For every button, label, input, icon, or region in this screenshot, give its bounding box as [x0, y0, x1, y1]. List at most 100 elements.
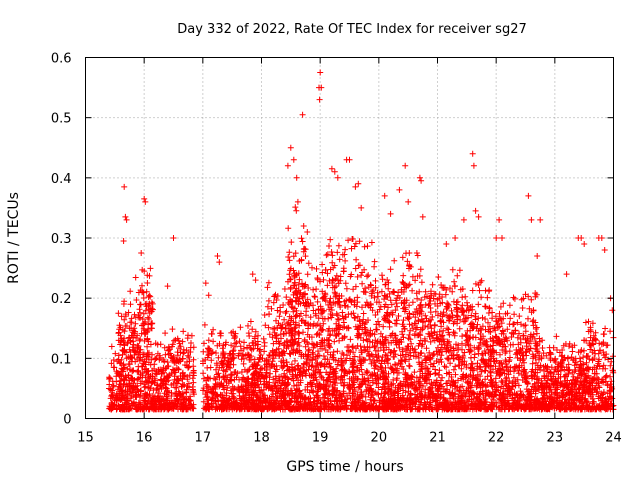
data-point	[204, 374, 211, 381]
data-point	[115, 310, 122, 317]
data-point	[334, 312, 341, 319]
data-point	[177, 392, 184, 399]
data-point	[129, 402, 136, 409]
data-point	[180, 405, 187, 412]
data-point	[163, 378, 170, 385]
data-point	[189, 404, 196, 411]
data-point	[285, 254, 292, 260]
data-point	[200, 385, 207, 392]
data-point	[172, 403, 179, 410]
data-point	[132, 383, 139, 390]
data-point	[155, 390, 162, 396]
data-point	[185, 364, 191, 371]
data-point	[333, 272, 340, 279]
data-point	[212, 398, 219, 405]
data-point	[190, 356, 197, 363]
data-point	[130, 338, 137, 345]
data-point	[292, 204, 299, 211]
data-point	[218, 364, 225, 371]
data-point	[134, 368, 141, 375]
data-point	[333, 310, 340, 317]
data-point	[468, 360, 475, 367]
data-point	[121, 341, 128, 348]
data-point	[141, 394, 148, 401]
data-point	[177, 343, 184, 350]
data-point	[478, 277, 485, 284]
data-point	[110, 383, 116, 390]
data-point	[150, 387, 157, 394]
data-point	[261, 312, 268, 318]
data-point	[459, 333, 466, 340]
data-point	[336, 256, 343, 263]
data-point	[456, 325, 463, 332]
data-point	[265, 279, 272, 286]
data-point	[393, 300, 400, 307]
data-point	[133, 335, 140, 341]
data-point	[200, 398, 207, 405]
data-point	[127, 349, 134, 355]
data-point	[214, 362, 221, 369]
data-point	[429, 281, 436, 288]
data-point	[391, 257, 398, 264]
data-point	[146, 385, 153, 392]
data-point	[347, 336, 354, 343]
data-point	[218, 380, 225, 387]
data-point	[120, 368, 127, 375]
data-point	[506, 302, 513, 309]
data-point	[185, 332, 191, 339]
data-point	[286, 257, 293, 264]
data-point	[260, 335, 267, 342]
data-point	[422, 288, 429, 295]
data-point	[345, 324, 352, 331]
data-point	[406, 363, 413, 370]
data-point	[121, 316, 128, 323]
data-point	[399, 254, 406, 261]
data-point	[162, 404, 169, 411]
data-point	[213, 366, 219, 373]
data-point	[184, 376, 191, 383]
data-point	[124, 383, 131, 390]
data-point	[186, 358, 193, 365]
data-point	[406, 331, 413, 338]
data-point	[182, 395, 189, 402]
data-point	[173, 365, 180, 371]
data-point	[204, 354, 211, 361]
data-point	[203, 381, 210, 388]
data-point	[137, 314, 144, 321]
data-point	[281, 286, 288, 292]
data-point	[327, 236, 334, 243]
data-point	[364, 243, 371, 250]
data-point	[151, 365, 158, 372]
data-point	[158, 368, 165, 375]
data-point	[236, 338, 243, 345]
data-point	[247, 345, 254, 352]
data-point	[209, 349, 216, 355]
data-point	[205, 396, 212, 403]
data-point	[180, 328, 187, 335]
data-point	[173, 395, 180, 402]
data-point	[352, 265, 359, 272]
data-point	[134, 332, 141, 339]
data-point	[371, 263, 378, 270]
data-point	[164, 395, 171, 402]
data-point	[247, 318, 254, 325]
data-point	[379, 272, 385, 279]
data-point	[245, 330, 252, 337]
data-point	[180, 350, 187, 357]
data-point	[145, 294, 152, 300]
data-point	[343, 285, 350, 292]
data-point	[409, 299, 416, 306]
data-point	[129, 329, 136, 336]
data-point	[156, 399, 163, 406]
data-point	[230, 347, 237, 354]
data-point	[135, 367, 142, 374]
data-point	[207, 364, 214, 371]
data-point	[516, 313, 523, 320]
data-point	[179, 375, 186, 382]
data-point	[400, 272, 407, 279]
data-point	[186, 372, 193, 379]
data-point	[484, 294, 491, 301]
data-point	[451, 278, 458, 285]
data-point	[144, 314, 151, 321]
data-point	[112, 350, 119, 357]
